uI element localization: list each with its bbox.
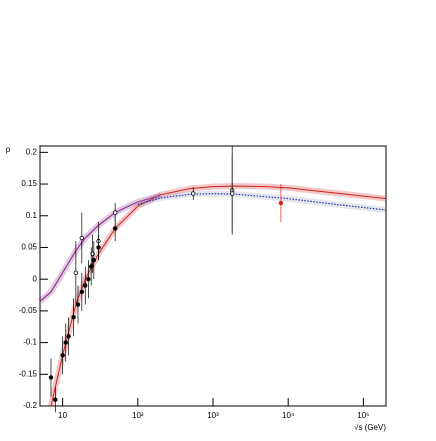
x-axis-label: √s (GeV) — [354, 423, 386, 432]
data-point — [89, 264, 94, 269]
data-point — [48, 375, 54, 380]
x-tick-label: 10² — [132, 411, 144, 420]
data-point — [191, 191, 196, 196]
x-tick-label: 10⁴ — [282, 411, 295, 420]
data-point — [53, 397, 58, 402]
data-point — [75, 302, 81, 307]
y-tick-label: -0.1 — [23, 338, 37, 347]
data-point — [79, 235, 85, 241]
y-tick-label: 0.15 — [21, 179, 37, 188]
data-point — [278, 200, 284, 206]
x-tick-label: 10³ — [207, 411, 219, 420]
data-point — [66, 334, 71, 339]
y-axis-label: ρ — [6, 145, 11, 154]
data-point — [90, 251, 95, 257]
curve — [39, 195, 161, 302]
y-tick-label: -0.2 — [23, 401, 37, 410]
data-point — [73, 270, 79, 276]
y-tick-label: -0.05 — [19, 306, 38, 315]
data-point — [96, 245, 101, 250]
curve-band — [48, 182, 387, 407]
y-tick-label: 0.1 — [26, 211, 38, 220]
y-tick-label: -0.15 — [19, 369, 38, 378]
data-point — [63, 340, 68, 345]
curve — [137, 192, 387, 211]
y-tick-label: 0 — [33, 274, 38, 283]
data-point — [91, 257, 97, 263]
data-point — [112, 226, 118, 231]
curve — [50, 185, 387, 407]
data-point — [229, 191, 235, 196]
y-tick-label: 0.2 — [26, 147, 38, 156]
data-point — [83, 283, 88, 288]
x-tick-label: 10 — [58, 411, 67, 420]
x-tick-label: 10⁵ — [357, 411, 369, 420]
data-point — [60, 353, 65, 358]
data-point — [71, 315, 76, 320]
y-tick-label: 0.05 — [21, 243, 37, 252]
data-point — [86, 276, 91, 282]
data-point — [112, 210, 118, 215]
data-point — [79, 289, 85, 295]
